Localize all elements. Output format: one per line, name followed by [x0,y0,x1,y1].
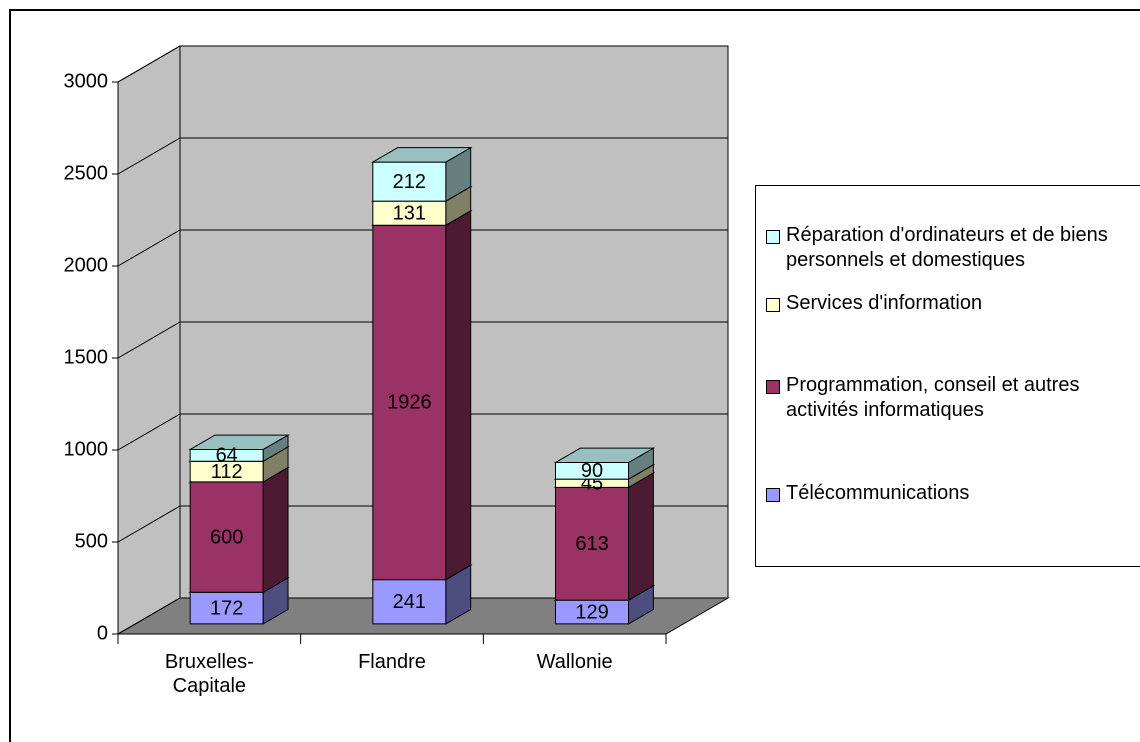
bar-side [262,466,289,594]
grid-line [117,45,728,83]
legend-item: Programmation, conseil et autres activit… [766,373,1136,423]
bar-side [445,209,472,581]
legend-label: Programmation, conseil et autres activit… [786,374,1080,421]
bar-top [188,434,290,450]
x-tick-label: Bruxelles-Capitale [164,651,254,697]
legend-swatch [766,380,780,394]
legend-label: Télécommunications [786,482,970,504]
legend-label: Réparation d'ordinateurs et de biens per… [786,224,1108,271]
y-tick-label: 0 [97,622,108,644]
value-label: 1926 [387,392,432,414]
legend-swatch [766,298,780,312]
grid-line [117,321,728,359]
value-label: 241 [393,591,426,613]
bar-side [628,472,654,602]
legend: Réparation d'ordinateurs et de biens per… [755,185,1140,567]
grid-line [117,597,728,635]
grid-line [117,505,728,543]
bar-top [370,147,473,163]
legend-item: Réparation d'ordinateurs et de biens per… [766,223,1136,273]
legend-swatch [766,230,780,244]
value-label: 129 [575,601,608,623]
y-tick-label: 1000 [64,438,109,460]
value-label: 64 [216,445,238,467]
x-tick-label: Wallonie [536,651,613,673]
legend-swatch [766,488,780,502]
value-label: 131 [393,202,426,224]
value-label: 613 [575,533,608,555]
legend-label: Services d'information [786,292,983,314]
grid-line [117,413,728,451]
y-tick-label: 500 [75,530,108,552]
value-label: 112 [211,461,243,483]
y-tick-label: 3000 [64,70,109,92]
y-tick-label: 2500 [64,162,109,184]
x-tick-label: Flandre [358,651,426,673]
y-tick-label: 1500 [64,346,109,368]
y-tick-label: 2000 [64,254,109,276]
bar-top [553,447,656,464]
value-label: 600 [210,526,243,548]
legend-item: Services d'information [766,291,1136,316]
value-label: 172 [210,597,243,619]
value-label: 212 [393,171,426,193]
legend-item: Télécommunications [766,481,1136,506]
value-label: 90 [581,460,603,482]
grid-line [117,137,728,175]
grid-line [117,229,728,267]
